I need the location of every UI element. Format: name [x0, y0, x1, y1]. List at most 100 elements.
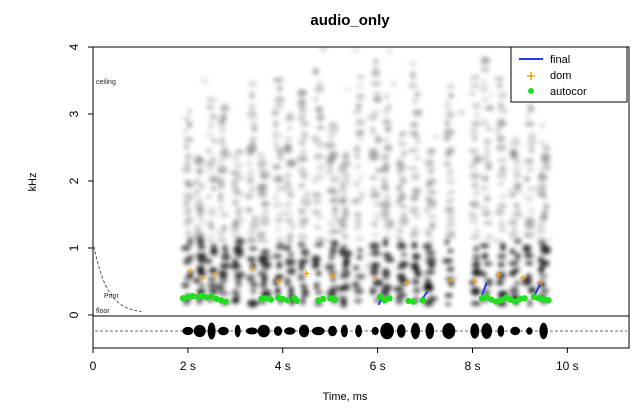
spectrogram-blob — [413, 109, 423, 116]
spectrogram-blob — [412, 242, 417, 249]
spectrogram-blob — [482, 211, 491, 217]
spectrogram-blob — [473, 245, 479, 252]
spectrogram-blob — [273, 195, 279, 201]
spectrogram-blob — [199, 283, 204, 287]
waveform-burst — [442, 323, 455, 339]
spectrogram-blob — [543, 204, 549, 209]
spectrogram-blob — [498, 181, 503, 186]
spectrogram-blob — [343, 257, 350, 266]
spectrogram-blob — [499, 108, 509, 115]
spectrogram-blob — [445, 293, 453, 297]
spectrogram-blob — [473, 255, 481, 259]
spectrogram-blob — [199, 184, 205, 190]
spectrogram-blob — [341, 245, 347, 249]
spectrogram-blob — [317, 125, 324, 130]
spectrogram-blob — [206, 98, 216, 103]
spectrogram-blob — [445, 222, 455, 229]
spectrogram-blob — [481, 186, 489, 191]
spectrogram-blob — [385, 126, 391, 133]
spectrogram-blob — [368, 115, 378, 120]
spectrogram-blob — [340, 184, 347, 192]
x-tick-label: 4 s — [275, 359, 291, 373]
spectrogram-blob — [513, 268, 520, 273]
spectrogram-blob — [298, 273, 306, 281]
spectrogram-blob — [277, 261, 283, 269]
spectrogram-blob — [524, 176, 530, 183]
spectrogram-blob — [315, 243, 324, 248]
spectrogram-blob — [330, 197, 338, 204]
spectrogram-blob — [482, 253, 488, 260]
spectrogram-blob — [496, 119, 506, 128]
spectrogram-blob — [353, 265, 359, 270]
waveform-burst — [218, 327, 229, 336]
spectrogram-blob — [316, 271, 321, 276]
spectrogram-blob — [508, 231, 518, 239]
spectrogram-blob — [340, 192, 348, 196]
spectrogram-blob — [206, 258, 212, 264]
spectrogram-blob — [286, 112, 293, 116]
spectrogram-blob — [205, 105, 215, 110]
spectrogram-blob — [371, 262, 381, 268]
spectrogram-blob — [344, 181, 349, 184]
spectrogram-blob — [381, 154, 389, 161]
spectrogram-blob — [446, 231, 456, 239]
spectrogram-blob — [345, 248, 350, 252]
spectrogram-blob — [330, 176, 341, 184]
spectrogram-blob — [527, 104, 534, 113]
spectrogram-blob — [330, 247, 337, 255]
spectrogram-blob — [311, 136, 320, 143]
spectrogram-blob — [470, 217, 479, 225]
spectrogram-blob — [299, 262, 304, 271]
spectrogram-blob — [299, 108, 307, 113]
spectrogram-blob — [219, 137, 226, 146]
spectrogram-blob — [342, 152, 349, 160]
spectrogram-blob — [399, 205, 407, 209]
spectrogram-blob — [342, 283, 351, 291]
spectrogram-blob — [412, 187, 421, 194]
spectrogram-blob — [382, 110, 390, 115]
spectrogram-blob — [271, 110, 279, 116]
spectrogram-blob — [314, 225, 321, 229]
spectrogram-blob — [201, 78, 210, 85]
spectrogram-blob — [285, 202, 293, 207]
spectrogram-blob — [297, 155, 308, 162]
waveform-burst — [372, 327, 379, 335]
spectrogram-blob — [257, 161, 268, 166]
spectrogram-blob — [472, 102, 481, 109]
spectrogram-blob — [207, 282, 218, 289]
spectrogram-blob — [273, 77, 283, 82]
spectrogram-blob — [400, 176, 407, 184]
spectrogram-blob — [526, 197, 533, 202]
floor-label: floor — [96, 308, 110, 315]
spectrogram-blob — [509, 261, 519, 266]
spectrogram-blob — [260, 283, 266, 288]
chart-title: audio_only — [310, 12, 390, 29]
spectrogram-blob — [428, 214, 436, 220]
spectrogram-blob — [469, 162, 477, 170]
spectrogram-blob — [206, 133, 213, 138]
spectrogram-blob — [354, 236, 365, 241]
spectrogram-blob — [536, 191, 546, 196]
spectrogram-blob — [510, 249, 515, 255]
spectrogram-blob — [353, 110, 362, 114]
spectrogram-blob — [408, 82, 418, 89]
spectrogram-blob — [221, 253, 230, 261]
spectrogram-blob — [220, 113, 227, 121]
spectrogram-blob — [498, 262, 504, 268]
spectrogram-blob — [341, 160, 351, 168]
spectrogram-blob — [232, 154, 240, 160]
legend-autocor-swatch — [528, 88, 534, 94]
spectrogram-blob — [234, 294, 241, 299]
spectrogram-blob — [444, 120, 450, 125]
x-tick-label: 0 — [90, 359, 97, 373]
spectrogram-blob — [442, 258, 453, 263]
waveform-burst — [470, 323, 479, 338]
spectrogram-blob — [536, 238, 546, 243]
spectrogram-blob — [523, 232, 534, 239]
spectrogram-blob — [480, 243, 490, 248]
spectrogram-blob — [274, 96, 285, 103]
spectrogram-blob — [329, 228, 339, 235]
spectrogram-blob — [370, 192, 380, 199]
spectrogram-blob — [197, 265, 205, 274]
spectrogram-blob — [283, 136, 293, 140]
